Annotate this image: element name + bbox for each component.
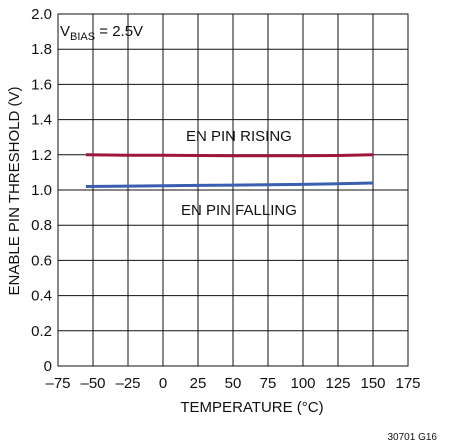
x-tick-label: –50 (80, 375, 105, 392)
series-group (85, 153, 374, 188)
x-tick-label: 175 (395, 375, 420, 392)
y-tick-label: 2.0 (31, 6, 52, 23)
y-tick-label: 0.4 (31, 288, 52, 305)
y-axis-title: ENABLE PIN THRESHOLD (V) (6, 87, 23, 296)
x-tick-label: –75 (45, 375, 70, 392)
x-tick-label: 150 (360, 375, 385, 392)
x-tick-labels: –75 –50 –25 0 25 50 75 100 125 150 175 (45, 375, 420, 392)
series-line-rising (85, 153, 374, 158)
series-line-falling (85, 181, 374, 188)
figure-id: 30701 G16 (388, 432, 438, 443)
x-tick-label: 50 (225, 375, 242, 392)
x-tick-label: 0 (159, 375, 167, 392)
x-tick-label: 100 (290, 375, 315, 392)
series-label-falling: EN PIN FALLING (181, 202, 297, 219)
y-tick-label: 0.8 (31, 217, 52, 234)
bias-annotation: VBIAS = 2.5V (60, 23, 143, 43)
y-tick-label: 1.0 (31, 182, 52, 199)
x-axis-title: TEMPERATURE (°C) (180, 399, 323, 416)
y-tick-label: 0 (44, 358, 52, 375)
plot-frame (57, 13, 409, 367)
x-tick-label: 125 (325, 375, 350, 392)
series-label-rising: EN PIN RISING (186, 128, 292, 145)
y-tick-labels: 0 0.2 0.4 0.6 0.8 1.0 1.2 1.4 1.6 1.8 2.0 (31, 6, 52, 375)
grid (57, 13, 409, 367)
x-tick-label: 25 (190, 375, 207, 392)
x-tick-label: 75 (260, 375, 277, 392)
y-tick-label: 1.6 (31, 76, 52, 93)
y-tick-label: 1.2 (31, 147, 52, 164)
y-tick-label: 0.2 (31, 323, 52, 340)
x-tick-label: –25 (115, 375, 140, 392)
y-tick-label: 1.4 (31, 112, 52, 129)
y-tick-label: 0.6 (31, 252, 52, 269)
y-tick-label: 1.8 (31, 41, 52, 58)
